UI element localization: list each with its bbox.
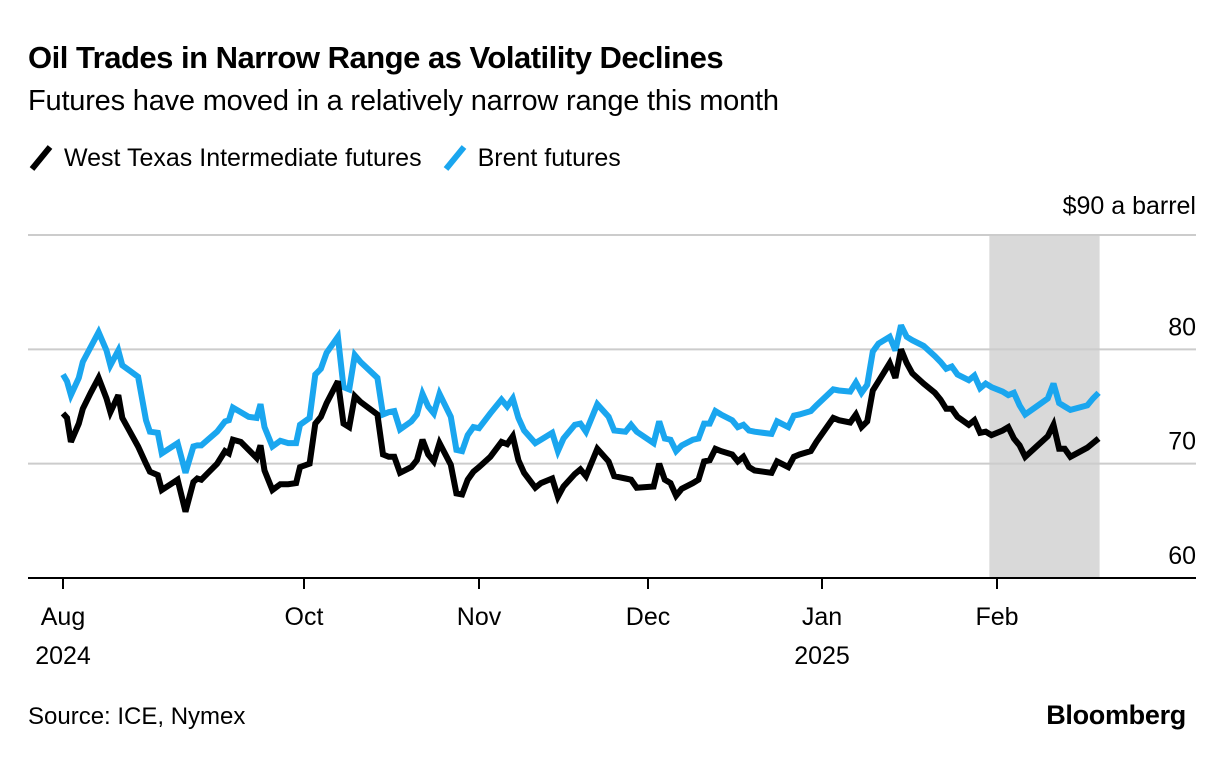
legend-label-wti: West Texas Intermediate futures xyxy=(64,143,422,172)
series-lines xyxy=(60,323,1101,513)
bloomberg-logo: Bloomberg xyxy=(1046,700,1186,730)
x-tick-year-2024: 2024 xyxy=(35,642,91,670)
y-tick-label-70: 70 xyxy=(1168,428,1196,456)
x-tick-label-feb: Feb xyxy=(975,603,1018,631)
x-tick-label-jan: Jan xyxy=(802,603,842,631)
legend-item-brent: Brent futures xyxy=(442,143,621,173)
x-tick-year-2025: 2025 xyxy=(794,642,850,670)
chart-subtitle: Futures have moved in a relatively narro… xyxy=(28,85,779,117)
source-note: Source: ICE, Nymex xyxy=(28,703,246,730)
x-tick-label-dec: Dec xyxy=(626,603,670,631)
y-tick-label-60: 60 xyxy=(1168,542,1196,570)
x-axis xyxy=(28,577,1196,589)
wti-line-icon xyxy=(29,145,53,171)
legend-label-brent: Brent futures xyxy=(477,143,621,172)
y-tick-label-80: 80 xyxy=(1168,313,1196,341)
series-line-brent xyxy=(60,323,1101,474)
series-line-wti xyxy=(60,348,1101,513)
y-tick-labels: 80 70 60 xyxy=(1168,313,1196,570)
x-tick-label-oct: Oct xyxy=(285,603,324,631)
chart-title: Oil Trades in Narrow Range as Volatility… xyxy=(28,40,724,75)
y-axis-unit-label: $90 a barrel xyxy=(1062,192,1196,220)
x-tick-label-nov: Nov xyxy=(457,603,502,631)
legend-item-wti: West Texas Intermediate futures xyxy=(28,143,422,173)
x-tick-labels: Aug 2024 Oct Nov Dec Jan 2025 Feb xyxy=(35,603,1018,670)
brent-line-icon xyxy=(443,145,466,171)
x-tick-label-aug: Aug xyxy=(41,603,85,631)
legend: West Texas Intermediate futures Brent fu… xyxy=(28,143,641,173)
